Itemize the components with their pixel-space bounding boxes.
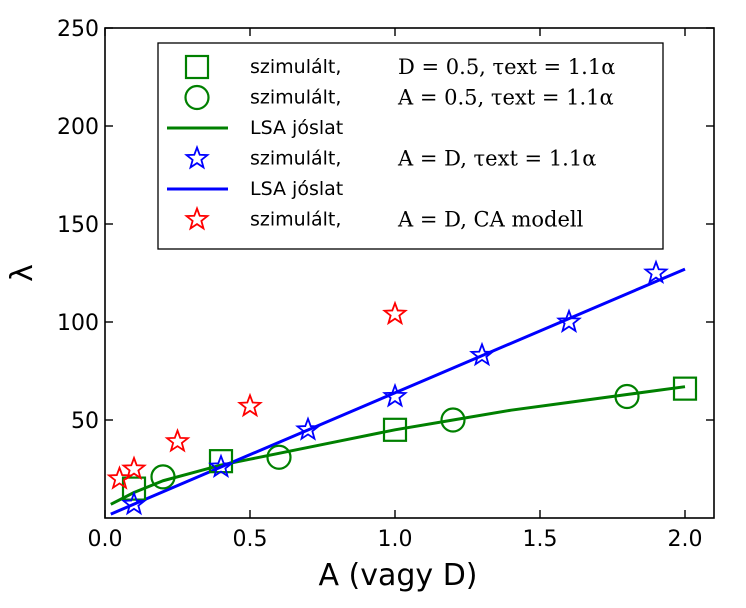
- series-5-point-3: [237, 392, 263, 418]
- legend: szimulált, D = 0.5, τext = 1.1α szimulált,…: [157, 42, 664, 250]
- legend-math-1: A = 0.5, τext = 1.1α: [397, 86, 614, 110]
- series-1-point-2: [440, 407, 466, 433]
- x-tick-label: 0.5: [233, 527, 268, 552]
- plot-frame: [104, 27, 715, 519]
- y-tick-label: 250: [57, 17, 99, 42]
- x-axis-label: A (vagy D): [318, 558, 477, 593]
- series-3-point-6: [643, 259, 669, 284]
- series-0-point-2: [382, 417, 408, 442]
- series-3-point-2: [295, 416, 321, 441]
- legend-math-5: A = D, CA modell: [397, 208, 584, 232]
- series-1-point-3: [614, 383, 640, 410]
- series-3-point-4: [469, 341, 495, 367]
- legend-box: [157, 42, 664, 250]
- series-2-line: [110, 385, 686, 506]
- legend-marker-3: [184, 144, 210, 170]
- series-1-point-0: [150, 464, 176, 490]
- series-5-point-1: [121, 455, 147, 480]
- x-tick-label: 1.5: [523, 527, 558, 552]
- y-tick-label: 100: [57, 311, 99, 336]
- series-0-point-0: [121, 476, 147, 501]
- legend-label-3: szimulált,: [250, 148, 341, 170]
- legend-label-4: LSA jóslat: [250, 178, 343, 200]
- x-tick-label: 1.0: [378, 527, 413, 552]
- y-tick-label: 200: [57, 115, 99, 140]
- series-5-point-4: [382, 300, 408, 326]
- series-1-point-1: [266, 444, 292, 470]
- legend-label-1: szimulált,: [250, 87, 341, 109]
- y-tick-label: 50: [71, 409, 99, 434]
- marks-layer: [106, 259, 698, 516]
- legend-marker-5: [184, 205, 210, 231]
- y-axis-label: λ: [5, 264, 40, 282]
- legend-label-0: szimulált,: [250, 56, 341, 78]
- x-tick-label: 2.0: [668, 527, 703, 552]
- series-3-point-3: [382, 382, 408, 408]
- x-tick-label: 0.0: [88, 527, 123, 552]
- series-0-point-3: [672, 376, 698, 401]
- legend-math-3: A = D, τext = 1.1α: [397, 147, 596, 171]
- legend-marker-1: [184, 84, 210, 111]
- series-3-point-0: [121, 490, 147, 516]
- legend-label-2: LSA jóslat: [250, 117, 343, 139]
- legend-marker-0: [184, 54, 210, 80]
- series-3-point-1: [208, 453, 234, 479]
- series-5-point-2: [164, 427, 191, 453]
- legend-math-0: D = 0.5, τext = 1.1α: [398, 55, 615, 79]
- ticks-layer: 0.0 0.5 1.0 1.5 2.0 50 100 150 200 250: [57, 17, 714, 552]
- legend-label-5: szimulált,: [250, 209, 341, 231]
- series-3-point-5: [556, 308, 582, 333]
- y-tick-label: 150: [57, 213, 99, 238]
